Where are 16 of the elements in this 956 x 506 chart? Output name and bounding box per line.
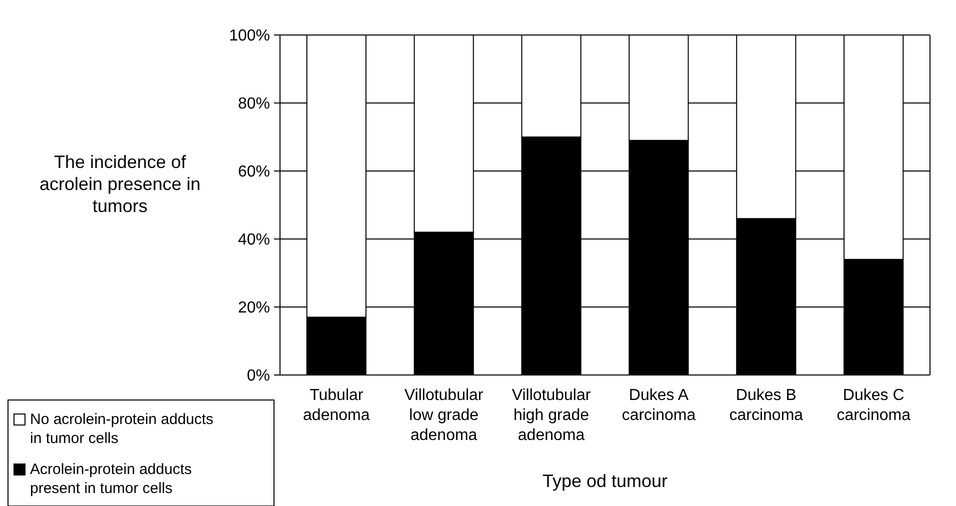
x-tick-label: Villotubular low grade adenoma	[404, 387, 484, 444]
y-tick-label: 40%	[238, 232, 270, 249]
y-axis-title: The incidence of acrolein presence in tumors	[39, 152, 201, 216]
y-tick-label: 20%	[238, 300, 270, 317]
x-axis-title: Type od tumour	[542, 471, 668, 491]
x-tick-label: Dukes C carcinoma	[836, 387, 911, 424]
x-tick-label: Dukes A carcinoma	[622, 387, 696, 424]
y-tick-label: 100%	[229, 28, 270, 45]
x-tick-label: Villotubular high grade adenoma	[512, 387, 592, 444]
y-tick-label: 0%	[246, 368, 270, 385]
x-tick-label: Tubular adenoma	[303, 387, 370, 424]
y-tick-label: 60%	[238, 164, 270, 181]
legend-label: No acrolein-protein adducts in tumor cells	[30, 411, 214, 447]
legend-label: Acrolein-protein adducts present in tumor cells	[30, 461, 192, 497]
x-tick-label: Dukes B carcinoma	[729, 387, 804, 424]
y-tick-label: 80%	[238, 96, 270, 113]
